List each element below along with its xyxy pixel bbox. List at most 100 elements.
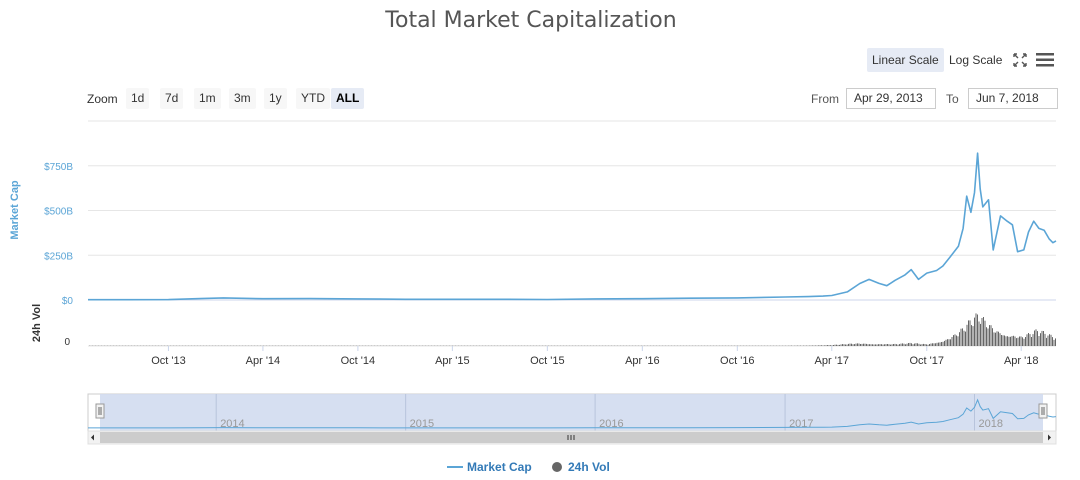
- volume-bar: [840, 344, 842, 346]
- volume-bar: [998, 331, 999, 346]
- volume-bar: [890, 344, 891, 346]
- volume-bar: [860, 344, 861, 346]
- volume-bar: [1026, 334, 1028, 346]
- volume-bar: [1032, 334, 1034, 346]
- volume-axis-title: 24h Vol: [31, 304, 43, 342]
- volume-bar: [1019, 336, 1020, 346]
- volume-bar: [878, 344, 879, 346]
- to-label: To: [946, 92, 959, 106]
- x-tick-label: Apr '14: [246, 355, 281, 367]
- volume-bar: [891, 344, 893, 346]
- volume-bar: [896, 344, 897, 346]
- volume-bar: [942, 341, 944, 346]
- from-label: From: [811, 92, 839, 106]
- navigator-selection: [100, 394, 1043, 431]
- volume-bar: [983, 317, 984, 346]
- volume-bar: [815, 345, 816, 346]
- zoom-7d-button[interactable]: 7d: [160, 88, 184, 109]
- volume-bar: [906, 343, 908, 346]
- zoom-3m-button[interactable]: 3m: [229, 88, 256, 109]
- volume-bar: [963, 330, 965, 346]
- volume-bar: [920, 344, 921, 346]
- volume-bar: [857, 343, 858, 346]
- volume-bar: [1028, 333, 1029, 346]
- volume-bar: [900, 343, 902, 346]
- legend-volume-label: 24h Vol: [568, 460, 610, 474]
- volume-bar: [839, 344, 840, 346]
- y-tick-label: $0: [62, 296, 74, 307]
- volume-bar: [990, 325, 992, 346]
- legend-market-cap[interactable]: Market Cap: [447, 460, 532, 474]
- volume-bar: [899, 344, 900, 346]
- volume-bar: [999, 333, 1001, 346]
- volume-bar: [903, 343, 905, 346]
- volume-bar: [1047, 335, 1049, 346]
- zoom-1m-button[interactable]: 1m: [194, 88, 221, 109]
- volume-bar: [1050, 334, 1052, 346]
- linear-scale-button[interactable]: Linear Scale: [867, 48, 944, 72]
- zoom-all-button[interactable]: ALL: [331, 88, 365, 109]
- volume-bar: [819, 345, 821, 346]
- navigator-year-label: 2014: [220, 418, 244, 430]
- volume-bar: [1034, 330, 1035, 346]
- volume-bar: [966, 324, 968, 346]
- volume-bar: [894, 343, 896, 346]
- x-tick-label: Oct '15: [530, 355, 565, 367]
- volume-bar: [824, 345, 825, 346]
- zoom-1y-button[interactable]: 1y: [264, 88, 287, 109]
- navigator-handle-right: [1038, 403, 1048, 419]
- volume-bar: [1001, 335, 1002, 346]
- volume-bar: [972, 326, 974, 346]
- volume-bar: [1002, 335, 1004, 346]
- volume-bar: [923, 343, 924, 346]
- volume-bar: [939, 342, 941, 346]
- volume-bar: [825, 345, 827, 346]
- chart-title: Total Market Capitalization: [385, 8, 677, 33]
- volume-bar: [995, 332, 996, 346]
- volume-bar: [996, 331, 998, 346]
- volume-bar: [828, 345, 830, 346]
- volume-bar: [810, 345, 812, 346]
- volume-bar: [908, 343, 909, 346]
- zoom-ytd-button[interactable]: YTD: [296, 88, 330, 109]
- volume-bar: [1004, 335, 1005, 346]
- volume-bar: [933, 343, 935, 346]
- volume-bar: [821, 345, 822, 346]
- fullscreen-icon[interactable]: [1012, 52, 1028, 73]
- to-date-input[interactable]: Jun 7, 2018: [968, 88, 1058, 109]
- volume-bar: [948, 339, 950, 346]
- volume-bar: [822, 345, 824, 346]
- volume-bar: [1043, 331, 1044, 346]
- volume-bar: [849, 343, 851, 346]
- volume-bar: [1007, 336, 1008, 346]
- zoom-1d-button[interactable]: 1d: [126, 88, 150, 109]
- legend-volume[interactable]: 24h Vol: [551, 460, 610, 474]
- zoom-label: Zoom: [87, 92, 118, 106]
- navigator-handle-left: [95, 403, 105, 419]
- volume-bar: [926, 344, 927, 346]
- hamburger-menu-icon[interactable]: [1036, 52, 1054, 73]
- x-tick-label: Oct '13: [151, 355, 186, 367]
- navigator-year-label: 2017: [789, 418, 813, 430]
- volume-bar: [843, 344, 845, 346]
- volume-bar: [1022, 337, 1023, 346]
- volume-bar: [854, 344, 855, 346]
- volume-bar: [827, 345, 828, 346]
- volume-bar: [992, 328, 993, 346]
- volume-bar: [873, 344, 875, 346]
- volume-bar: [866, 343, 867, 346]
- volume-bar: [885, 344, 887, 346]
- volume-bar: [905, 344, 906, 346]
- volume-bar: [984, 320, 986, 346]
- volume-bar: [1040, 333, 1041, 346]
- volume-bar: [831, 345, 833, 346]
- from-date-input[interactable]: Apr 29, 2013: [846, 88, 936, 109]
- log-scale-button[interactable]: Log Scale: [949, 53, 1003, 67]
- x-tick-label: Apr '18: [1004, 355, 1039, 367]
- scrollbar-track: [87, 430, 1057, 445]
- x-tick-label: Oct '17: [910, 355, 945, 367]
- volume-bar: [1010, 336, 1011, 346]
- volume-bar: [1038, 336, 1040, 346]
- volume-bar: [818, 345, 819, 346]
- volume-bar: [980, 323, 981, 346]
